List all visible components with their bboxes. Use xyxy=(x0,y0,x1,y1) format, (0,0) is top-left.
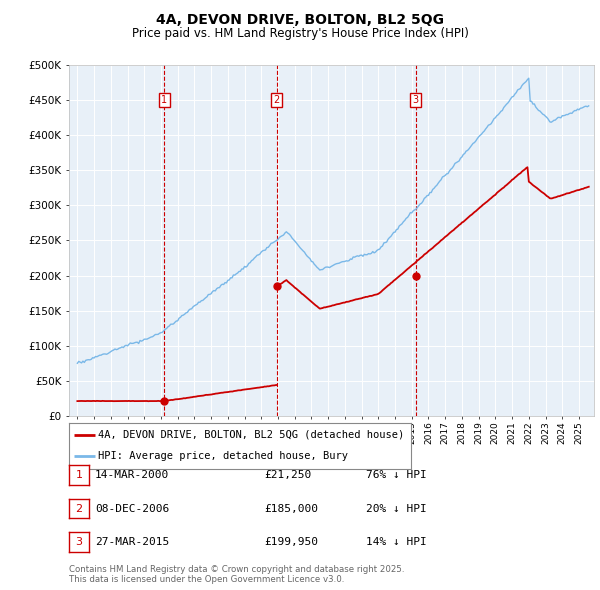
Text: 2: 2 xyxy=(274,95,280,105)
Text: 08-DEC-2006: 08-DEC-2006 xyxy=(95,504,169,513)
Text: 1: 1 xyxy=(76,470,82,480)
Text: 14% ↓ HPI: 14% ↓ HPI xyxy=(366,537,427,547)
Text: 3: 3 xyxy=(76,537,82,547)
Text: £185,000: £185,000 xyxy=(264,504,318,513)
Text: 14-MAR-2000: 14-MAR-2000 xyxy=(95,470,169,480)
Text: 27-MAR-2015: 27-MAR-2015 xyxy=(95,537,169,547)
Text: 2: 2 xyxy=(76,504,82,513)
Text: 76% ↓ HPI: 76% ↓ HPI xyxy=(366,470,427,480)
Text: Contains HM Land Registry data © Crown copyright and database right 2025.
This d: Contains HM Land Registry data © Crown c… xyxy=(69,565,404,584)
Text: 3: 3 xyxy=(413,95,419,105)
Text: £21,250: £21,250 xyxy=(264,470,311,480)
Text: 4A, DEVON DRIVE, BOLTON, BL2 5QG: 4A, DEVON DRIVE, BOLTON, BL2 5QG xyxy=(156,13,444,27)
Text: Price paid vs. HM Land Registry's House Price Index (HPI): Price paid vs. HM Land Registry's House … xyxy=(131,27,469,40)
Text: HPI: Average price, detached house, Bury: HPI: Average price, detached house, Bury xyxy=(98,451,348,461)
Text: 20% ↓ HPI: 20% ↓ HPI xyxy=(366,504,427,513)
Text: 1: 1 xyxy=(161,95,167,105)
Text: 4A, DEVON DRIVE, BOLTON, BL2 5QG (detached house): 4A, DEVON DRIVE, BOLTON, BL2 5QG (detach… xyxy=(98,430,404,440)
Text: £199,950: £199,950 xyxy=(264,537,318,547)
